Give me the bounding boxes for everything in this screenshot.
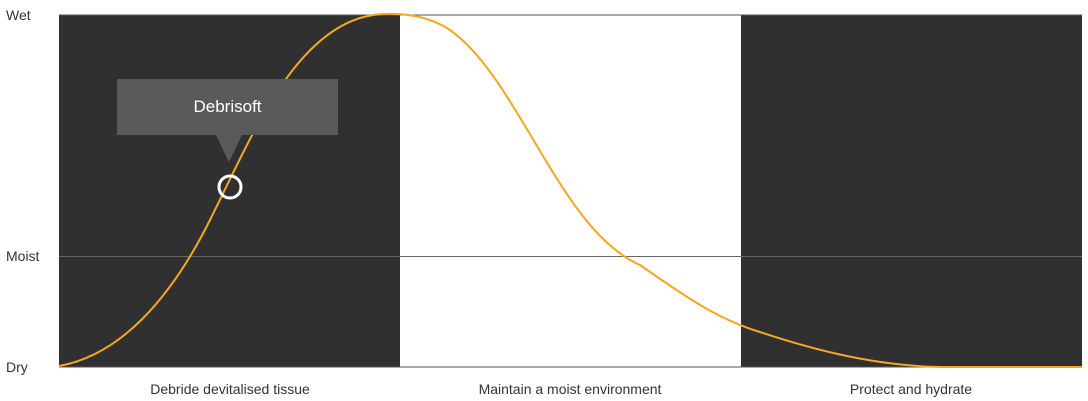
moisture-curve: [58, 12, 1082, 368]
phase-label-moist: Maintain a moist environment: [478, 381, 662, 397]
phase-panel-protect: [741, 15, 1082, 367]
y-label-moist: Moist: [6, 248, 40, 264]
debrisoft-tooltip: Debrisoft: [117, 79, 338, 135]
phase-panel-moist: [400, 15, 741, 367]
phase-label-debride: Debride devitalised tissue: [150, 381, 310, 397]
debrisoft-marker[interactable]: [217, 174, 243, 200]
tooltip-label: Debrisoft: [193, 97, 262, 116]
y-label-wet: Wet: [6, 7, 31, 23]
phase-panel-debride: [59, 15, 400, 367]
phase-label-protect: Protect and hydrate: [849, 381, 973, 397]
y-label-dry: Dry: [6, 359, 28, 375]
tooltip-pointer: [216, 135, 242, 162]
